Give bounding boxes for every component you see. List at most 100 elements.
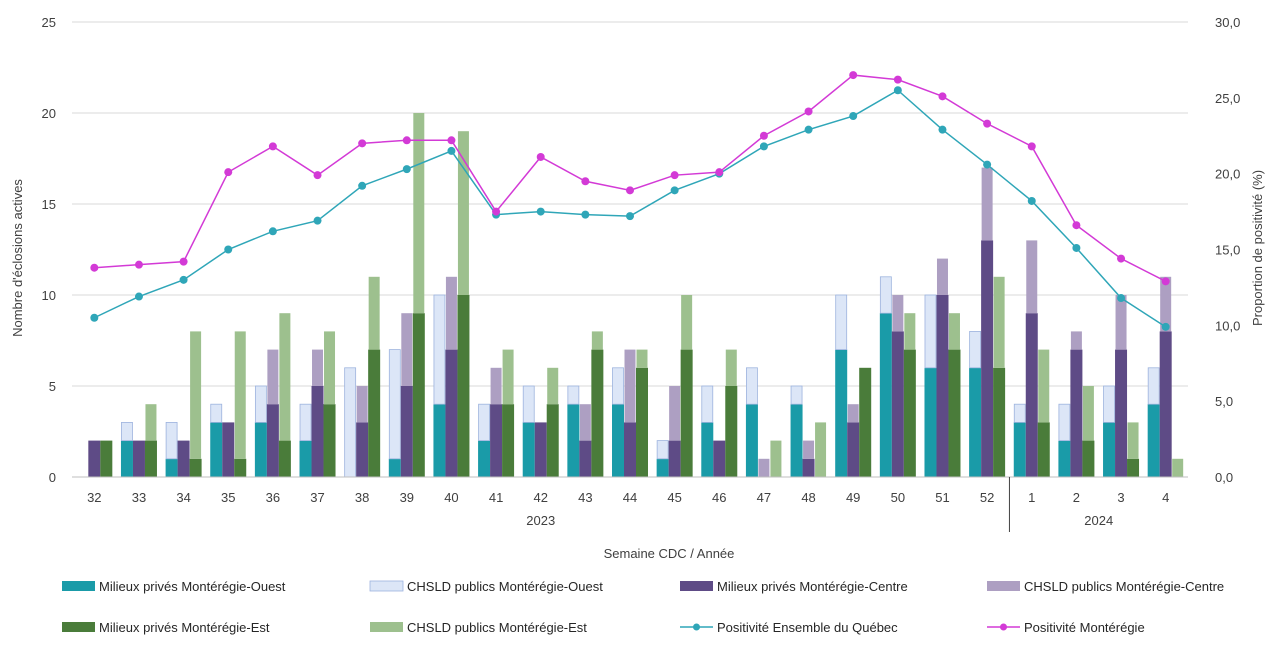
line-point-1 bbox=[670, 171, 679, 180]
bar-ouest-chsld bbox=[299, 403, 312, 442]
legend-swatch bbox=[62, 622, 95, 632]
y-axis-title: Nombre d'éclosions actives bbox=[10, 179, 25, 337]
bar-ouest-chsld bbox=[924, 294, 937, 369]
positivity-lines bbox=[90, 71, 1170, 331]
legend-label: Milieux privés Montérégie-Ouest bbox=[99, 579, 286, 594]
bar-centre-chsld bbox=[267, 349, 279, 405]
bar-est-chsld bbox=[591, 331, 603, 350]
bar-centre-prive bbox=[802, 458, 815, 477]
bar-est-prive bbox=[725, 386, 738, 477]
bar-centre-chsld bbox=[803, 440, 815, 459]
bar-est-prive bbox=[546, 404, 559, 477]
bar-ouest-chsld bbox=[388, 349, 401, 460]
x-tick-label: 35 bbox=[221, 490, 235, 505]
x-tick-label: 36 bbox=[266, 490, 280, 505]
line-point-0 bbox=[358, 181, 367, 190]
line-point-1 bbox=[402, 136, 411, 145]
bar-ouest-prive bbox=[1013, 422, 1026, 477]
bar-est-chsld bbox=[725, 349, 737, 386]
bar-ouest-chsld bbox=[254, 385, 267, 423]
bar-centre-prive bbox=[891, 331, 904, 477]
bar-ouest-chsld bbox=[1147, 367, 1160, 405]
bar-ouest-prive bbox=[254, 422, 267, 477]
bar-est-chsld bbox=[1038, 349, 1050, 423]
bar-ouest-prive bbox=[299, 440, 312, 477]
bar-centre-prive bbox=[981, 240, 994, 477]
y-tick-label: 25 bbox=[42, 15, 56, 30]
bar-est-prive bbox=[591, 349, 604, 477]
x-tick-label: 49 bbox=[846, 490, 860, 505]
bar-ouest-chsld bbox=[478, 403, 490, 442]
bar-centre-chsld bbox=[936, 258, 948, 295]
legend-swatch-marker bbox=[1000, 623, 1007, 631]
bar-ouest-prive bbox=[165, 458, 178, 477]
bar-est-chsld bbox=[1172, 458, 1184, 477]
legend-label: CHSLD publics Montérégie-Centre bbox=[1024, 579, 1224, 594]
bar-centre-chsld bbox=[892, 295, 904, 332]
bar-centre-chsld bbox=[401, 313, 413, 386]
x-tick-label: 3 bbox=[1117, 490, 1124, 505]
bar-est-prive bbox=[368, 349, 381, 477]
bar-est-prive bbox=[948, 349, 961, 477]
line-point-1 bbox=[1072, 221, 1081, 230]
bar-est-chsld bbox=[234, 331, 246, 459]
bar-ouest-chsld bbox=[433, 294, 446, 405]
y2-tick-label: 15,0 bbox=[1215, 243, 1240, 258]
bar-centre-prive bbox=[177, 440, 190, 477]
x-tick-label: 34 bbox=[176, 490, 190, 505]
bar-centre-prive bbox=[1115, 349, 1128, 477]
bar-centre-prive bbox=[356, 422, 369, 477]
bar-ouest-prive bbox=[1147, 404, 1160, 477]
bar-est-prive bbox=[993, 367, 1006, 477]
line-point-1 bbox=[715, 168, 724, 177]
y2-tick-label: 25,0 bbox=[1215, 91, 1240, 106]
line-point-0 bbox=[268, 227, 277, 236]
bar-centre-chsld bbox=[356, 386, 368, 423]
legend-label: CHSLD publics Montérégie-Est bbox=[407, 620, 587, 635]
x-axis-title: Semaine CDC / Année bbox=[604, 546, 735, 561]
line-point-0 bbox=[1161, 322, 1170, 331]
line-point-0 bbox=[179, 275, 188, 284]
bar-est-chsld bbox=[413, 113, 425, 314]
line-point-1 bbox=[849, 71, 858, 80]
bar-ouest-prive bbox=[612, 404, 624, 477]
bar-est-chsld bbox=[457, 131, 469, 295]
bar-ouest-prive bbox=[388, 458, 401, 477]
x-tick-label: 47 bbox=[757, 490, 771, 505]
legend-swatch-marker bbox=[693, 623, 700, 631]
bar-centre-chsld bbox=[981, 167, 993, 241]
y2-tick-label: 5,0 bbox=[1215, 394, 1233, 409]
y2-tick-label: 30,0 bbox=[1215, 15, 1240, 30]
line-point-0 bbox=[1027, 196, 1036, 205]
bar-ouest-prive bbox=[478, 440, 491, 477]
bar-centre-chsld bbox=[312, 349, 324, 386]
bar-est-chsld bbox=[547, 367, 559, 405]
bar-ouest-prive bbox=[120, 440, 133, 477]
line-point-1 bbox=[224, 168, 233, 177]
x-tick-label: 33 bbox=[132, 490, 146, 505]
bars bbox=[88, 113, 1184, 478]
line-point-1 bbox=[804, 107, 813, 116]
line-point-0 bbox=[536, 207, 545, 216]
bar-centre-chsld bbox=[1115, 295, 1127, 350]
bar-est-prive bbox=[859, 367, 872, 477]
year-label-2024: 2024 bbox=[1084, 513, 1113, 528]
legend-swatch bbox=[987, 581, 1020, 591]
bar-centre-prive bbox=[445, 349, 458, 477]
bar-est-chsld bbox=[770, 440, 782, 477]
bar-ouest-chsld bbox=[210, 403, 223, 423]
line-point-0 bbox=[983, 160, 992, 169]
bar-ouest-prive bbox=[1058, 440, 1071, 477]
line-point-1 bbox=[759, 131, 768, 140]
bar-ouest-chsld bbox=[746, 367, 758, 405]
bar-ouest-prive bbox=[701, 422, 714, 477]
x-tick-label: 1 bbox=[1028, 490, 1035, 505]
bar-centre-chsld bbox=[579, 404, 591, 441]
bar-est-chsld bbox=[815, 422, 827, 477]
line-point-1 bbox=[447, 136, 456, 145]
line-point-1 bbox=[268, 142, 277, 151]
bar-centre-prive bbox=[311, 386, 324, 477]
bar-est-chsld bbox=[993, 276, 1005, 368]
bar-centre-prive bbox=[579, 440, 592, 477]
